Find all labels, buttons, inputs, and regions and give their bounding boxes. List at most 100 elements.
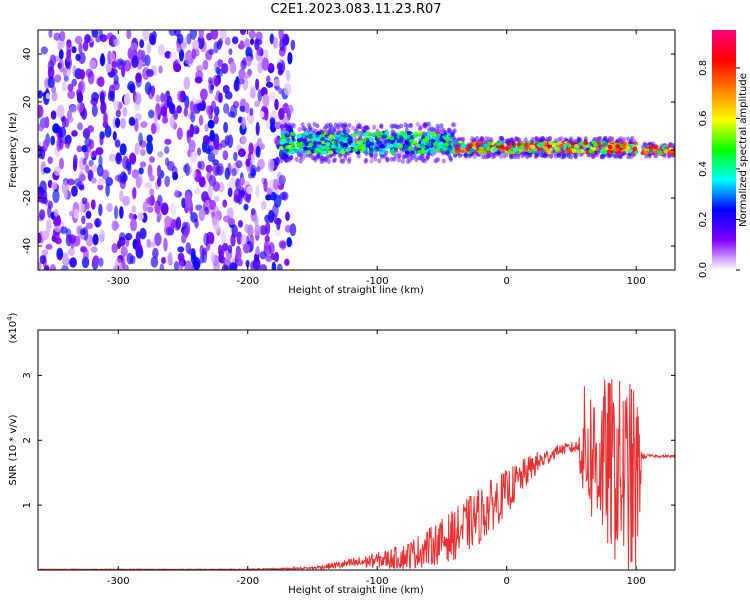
spectrogram-cell	[273, 178, 279, 190]
spectrogram-cell	[436, 132, 441, 138]
spectrogram-cell	[235, 247, 242, 261]
spectrogram-cell	[263, 178, 268, 192]
spectrogram-cell	[365, 143, 371, 148]
spectrogram-cell	[249, 234, 255, 248]
spectrogram-cell	[105, 183, 110, 197]
spectrogram-cell	[324, 124, 329, 130]
spectrogram-cell	[296, 151, 301, 157]
spectrogram-cell	[156, 177, 162, 187]
spectrogram-cell	[69, 257, 77, 268]
spectrogram-cell	[268, 62, 274, 72]
spectrogram-cell	[164, 138, 172, 145]
x-tick-label: 100	[627, 576, 646, 587]
spectrogram-cell	[244, 102, 250, 114]
spectrogram-cell	[227, 111, 236, 118]
spectrogram-cell	[262, 94, 270, 107]
spectrogram-cell	[268, 91, 276, 101]
spectrogram-cell	[261, 200, 267, 210]
spectrogram-cell	[421, 149, 427, 154]
spectrogram-cell	[265, 221, 271, 236]
spectrogram-cell	[79, 173, 86, 182]
spectrogram-cell	[342, 142, 348, 147]
spectrogram-cell	[165, 157, 170, 167]
spectrogram-cell	[86, 143, 92, 153]
spectrogram-cell	[48, 30, 53, 38]
spectrogram-cell	[266, 187, 273, 196]
spectrogram-cells	[38, 30, 675, 270]
spectrogram-cell	[177, 246, 185, 253]
spectrogram-cell	[196, 147, 202, 156]
spectrogram-cell	[198, 115, 204, 126]
spectrogram-cell	[159, 263, 165, 270]
spectrogram-cell	[558, 143, 564, 148]
spectrogram-cell	[98, 154, 103, 168]
spectrogram-cell	[376, 140, 382, 145]
spectrogram-cell	[628, 138, 633, 144]
spectrogram-cell	[153, 110, 159, 124]
spectrogram-cell	[245, 259, 250, 268]
spectrogram-cell	[160, 92, 165, 103]
spectrogram-cell	[134, 243, 143, 253]
spectrogram-cell	[653, 145, 659, 150]
spectrogram-cell	[372, 124, 377, 130]
spectrogram-cell	[245, 158, 251, 167]
spectrogram-cell	[176, 105, 182, 114]
spectrogram-cell	[129, 83, 136, 94]
spectrogram-cell	[142, 30, 149, 41]
spectrogram-cell	[135, 231, 141, 245]
spectrogram-cell	[595, 145, 600, 151]
spectrogram-cell	[156, 211, 162, 221]
spectrogram-cell	[119, 59, 127, 67]
spectrogram-cell	[313, 149, 319, 154]
spectrogram-cell	[119, 143, 127, 156]
y-tick-label: 40	[22, 48, 33, 61]
spectrogram-cell	[82, 41, 89, 52]
spectrogram-cell	[273, 251, 280, 263]
spectrogram-cell	[481, 154, 486, 160]
spectrogram-cell	[409, 135, 414, 141]
spectrogram-cell	[271, 261, 277, 270]
spectrogram-cell	[519, 145, 525, 150]
spectrogram-cell	[286, 236, 292, 248]
spectrogram-cell	[626, 154, 631, 160]
spectrogram-cell	[91, 104, 98, 117]
spectrogram-x-axis-label: Height of straight line (km)	[288, 285, 424, 296]
spectrogram-cell	[261, 57, 270, 71]
spectrogram-cell	[389, 156, 394, 162]
spectrogram-cell	[398, 135, 403, 141]
colorbar-tick-label: 0.6	[698, 110, 709, 126]
spectrogram-cell	[66, 48, 72, 59]
spectrogram-cell	[403, 144, 409, 149]
spectrogram-cell	[139, 227, 147, 240]
spectrogram-cell	[79, 69, 86, 80]
spectrogram-cell	[454, 146, 460, 151]
spectrogram-cell	[184, 260, 192, 270]
spectrogram-cell	[653, 150, 658, 156]
spectrogram-cell	[212, 181, 220, 192]
spectrogram-cell	[189, 30, 197, 40]
colorbar-gradient	[712, 30, 736, 270]
x-tick-label: -200	[236, 276, 259, 287]
spectrogram-cell	[165, 226, 173, 236]
spectrogram-cell	[212, 163, 220, 177]
snr-panel: -300 -200 -100 0 100 1 2 3 Height of straight …	[6, 312, 676, 596]
spectrogram-cell	[315, 133, 320, 139]
spectrogram-cell	[140, 121, 148, 128]
spectrogram-cell	[569, 154, 574, 160]
spectrogram-cell	[325, 142, 331, 147]
spectrogram-cell	[109, 52, 116, 61]
spectrogram-cell	[530, 137, 535, 143]
spectrogram-cell	[413, 145, 418, 151]
spectrogram-cell	[62, 67, 67, 77]
spectrogram-cell	[260, 143, 266, 150]
spectrogram-cell	[417, 126, 422, 132]
spectrogram-cell	[119, 190, 124, 202]
spectrogram-cell	[413, 133, 419, 138]
spectrogram-cell	[210, 252, 215, 263]
spectrogram-cell	[244, 38, 250, 49]
spectrogram-cell	[222, 150, 229, 161]
spectrogram-cell	[405, 141, 411, 146]
spectrogram-cell	[383, 139, 389, 144]
spectrogram-cell	[189, 123, 195, 138]
spectrogram-cell	[353, 147, 359, 152]
